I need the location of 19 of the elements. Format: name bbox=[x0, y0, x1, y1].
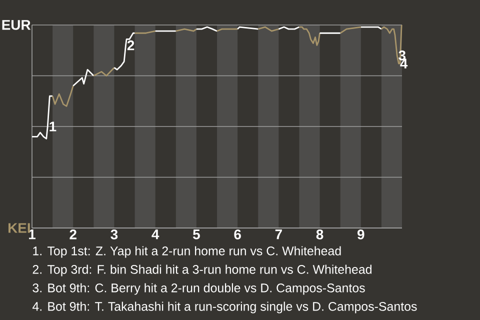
annotation: 2 bbox=[127, 40, 134, 50]
annotation: 3 bbox=[398, 50, 406, 60]
x-tick-label: 1 bbox=[29, 230, 36, 240]
x-tick-label: 2 bbox=[70, 230, 76, 240]
annotation: 1 bbox=[50, 122, 56, 132]
x-tick-label: 4 bbox=[152, 230, 160, 240]
text: 1. Top 1st: Z. Yap hit a 2-run home run vs C. Whitehead bbox=[33, 246, 341, 258]
text: EUR bbox=[2, 20, 31, 30]
text: 4. Bot 9th: T. Takahashi hit a run-scoring single vs D. Campos-Santos bbox=[32, 302, 417, 314]
text: KEI bbox=[8, 223, 30, 233]
x-tick-label: 5 bbox=[192, 230, 200, 240]
x-tick-label: 7 bbox=[275, 230, 282, 240]
x-tick-label: 8 bbox=[316, 230, 324, 240]
x-tick-label: 6 bbox=[234, 230, 241, 240]
annotation: 4 bbox=[400, 58, 408, 68]
text: 2. Top 3rd: F. bin Shadi hit a 3-run home run vs C. Whitehead bbox=[32, 264, 372, 276]
x-tick-label: 9 bbox=[357, 230, 364, 240]
text: 3. Bot 9th: C. Berry hit a 2-run double vs D. Campos-Santos bbox=[32, 283, 365, 295]
x-tick-label: 3 bbox=[110, 230, 118, 240]
